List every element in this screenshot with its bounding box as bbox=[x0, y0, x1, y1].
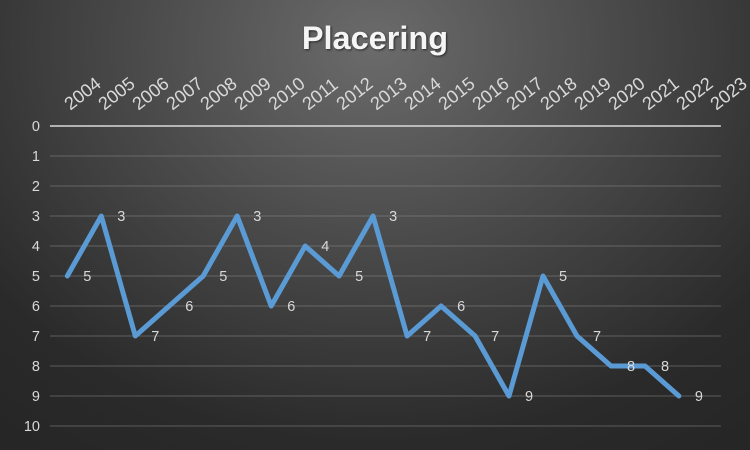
svg-text:8: 8 bbox=[32, 359, 40, 375]
svg-text:6: 6 bbox=[185, 299, 193, 315]
svg-text:5: 5 bbox=[219, 269, 227, 285]
svg-text:8: 8 bbox=[627, 359, 635, 375]
svg-text:5: 5 bbox=[559, 269, 567, 285]
svg-text:4: 4 bbox=[321, 239, 329, 255]
svg-text:3: 3 bbox=[253, 209, 261, 225]
svg-text:5: 5 bbox=[83, 269, 91, 285]
svg-text:0: 0 bbox=[32, 119, 40, 135]
svg-text:9: 9 bbox=[32, 389, 40, 405]
svg-text:3: 3 bbox=[389, 209, 397, 225]
svg-text:7: 7 bbox=[423, 329, 431, 345]
svg-text:5: 5 bbox=[32, 269, 40, 285]
svg-text:2: 2 bbox=[32, 179, 40, 195]
svg-text:7: 7 bbox=[151, 329, 159, 345]
svg-text:1: 1 bbox=[32, 149, 40, 165]
svg-text:7: 7 bbox=[491, 329, 499, 345]
svg-text:9: 9 bbox=[525, 389, 533, 405]
svg-text:8: 8 bbox=[661, 359, 669, 375]
svg-text:7: 7 bbox=[32, 329, 40, 345]
svg-text:9: 9 bbox=[695, 389, 703, 405]
svg-text:7: 7 bbox=[593, 329, 601, 345]
svg-text:6: 6 bbox=[287, 299, 295, 315]
svg-text:10: 10 bbox=[24, 419, 40, 435]
svg-text:3: 3 bbox=[117, 209, 125, 225]
svg-text:6: 6 bbox=[457, 299, 465, 315]
svg-text:6: 6 bbox=[32, 299, 40, 315]
svg-text:3: 3 bbox=[32, 209, 40, 225]
svg-text:5: 5 bbox=[355, 269, 363, 285]
svg-text:4: 4 bbox=[32, 239, 40, 255]
